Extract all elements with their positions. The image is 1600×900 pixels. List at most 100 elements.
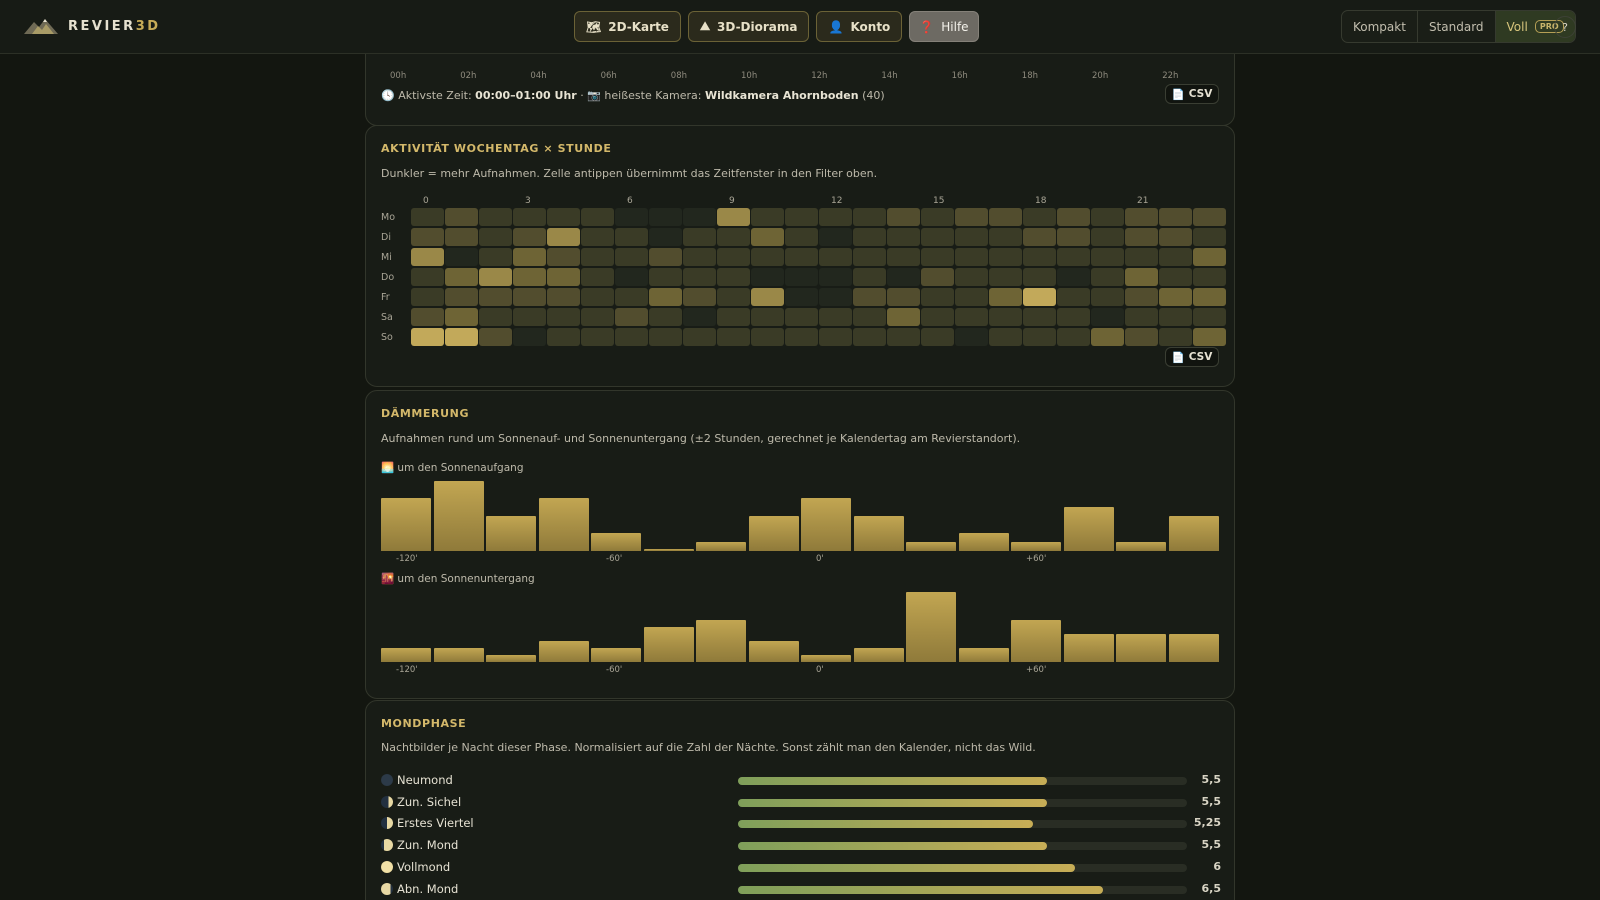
heatmap-cell[interactable] (615, 248, 648, 266)
heatmap-cell[interactable] (581, 308, 614, 326)
heatmap-cell[interactable] (581, 268, 614, 286)
heatmap-cell[interactable] (615, 288, 648, 306)
heatmap-cell[interactable] (955, 288, 988, 306)
hourly-csv-button[interactable]: 📄 CSV (1165, 84, 1219, 104)
heatmap-cell[interactable] (1091, 248, 1124, 266)
heatmap-cell[interactable] (717, 268, 750, 286)
heatmap-cell[interactable] (1023, 228, 1056, 246)
heatmap-cell[interactable] (1193, 228, 1226, 246)
heatmap-cell[interactable] (853, 288, 886, 306)
heatmap-cell[interactable] (513, 288, 546, 306)
heatmap-cell[interactable] (683, 228, 716, 246)
heatmap-cell[interactable] (615, 228, 648, 246)
heatmap-cell[interactable] (853, 248, 886, 266)
heatmap-cell[interactable] (989, 228, 1022, 246)
heatmap-cell[interactable] (615, 208, 648, 226)
heatmap-cell[interactable] (1091, 308, 1124, 326)
heatmap-cell[interactable] (1159, 308, 1192, 326)
heatmap-cell[interactable] (751, 268, 784, 286)
heatmap-cell[interactable] (479, 328, 512, 346)
heatmap-cell[interactable] (1193, 248, 1226, 266)
heatmap-cell[interactable] (547, 228, 580, 246)
heatmap-cell[interactable] (921, 208, 954, 226)
heatmap-cell[interactable] (581, 228, 614, 246)
heatmap-cell[interactable] (1193, 308, 1226, 326)
heatmap-cell[interactable] (819, 328, 852, 346)
heatmap-cell[interactable] (785, 248, 818, 266)
heatmap-cell[interactable] (1023, 308, 1056, 326)
heatmap-cell[interactable] (1091, 288, 1124, 306)
heatmap-cell[interactable] (1193, 288, 1226, 306)
heatmap-cell[interactable] (887, 228, 920, 246)
heatmap-cell[interactable] (1159, 328, 1192, 346)
nav-3d-diorama-button[interactable]: ⛰ 3D-Diorama (687, 11, 810, 42)
heatmap-cell[interactable] (683, 208, 716, 226)
heatmap-cell[interactable] (1057, 228, 1090, 246)
heatmap-cell[interactable] (751, 248, 784, 266)
heatmap-cell[interactable] (819, 228, 852, 246)
nav-help-button[interactable]: ❓ Hilfe (909, 11, 979, 42)
heatmap-cell[interactable] (887, 208, 920, 226)
heatmap-cell[interactable] (1125, 288, 1158, 306)
heatmap-cell[interactable] (649, 248, 682, 266)
heatmap-cell[interactable] (955, 208, 988, 226)
mode-compact-button[interactable]: Kompakt (1342, 11, 1418, 42)
heatmap-cell[interactable] (683, 248, 716, 266)
heatmap-cell[interactable] (513, 308, 546, 326)
heatmap-cell[interactable] (853, 328, 886, 346)
heatmap-cell[interactable] (615, 328, 648, 346)
heatmap-cell[interactable] (1023, 248, 1056, 266)
help-question-button[interactable]: ? (1554, 16, 1576, 38)
heatmap-cell[interactable] (1125, 228, 1158, 246)
heatmap-cell[interactable] (887, 288, 920, 306)
heatmap-cell[interactable] (683, 308, 716, 326)
heatmap-cell[interactable] (819, 268, 852, 286)
heatmap-cell[interactable] (751, 288, 784, 306)
heatmap-cell[interactable] (581, 248, 614, 266)
heatmap-cell[interactable] (513, 228, 546, 246)
heatmap-cell[interactable] (513, 248, 546, 266)
heatmap-cell[interactable] (411, 268, 444, 286)
heatmap-cell[interactable] (581, 328, 614, 346)
heatmap-cell[interactable] (1159, 248, 1192, 266)
heatmap-csv-button[interactable]: 📄 CSV (1165, 347, 1219, 367)
heatmap-cell[interactable] (411, 288, 444, 306)
heatmap-cell[interactable] (887, 268, 920, 286)
heatmap-cell[interactable] (445, 288, 478, 306)
heatmap-cell[interactable] (955, 328, 988, 346)
heatmap-cell[interactable] (1091, 328, 1124, 346)
heatmap-cell[interactable] (785, 328, 818, 346)
heatmap-cell[interactable] (989, 268, 1022, 286)
heatmap-cell[interactable] (649, 288, 682, 306)
heatmap-cell[interactable] (1125, 308, 1158, 326)
heatmap-cell[interactable] (921, 268, 954, 286)
heatmap-cell[interactable] (649, 308, 682, 326)
heatmap-cell[interactable] (649, 268, 682, 286)
heatmap-cell[interactable] (717, 288, 750, 306)
heatmap-cell[interactable] (1193, 208, 1226, 226)
heatmap-cell[interactable] (1125, 268, 1158, 286)
heatmap-cell[interactable] (479, 268, 512, 286)
heatmap-cell[interactable] (1023, 208, 1056, 226)
heatmap-cell[interactable] (547, 308, 580, 326)
heatmap-cell[interactable] (819, 208, 852, 226)
heatmap-cell[interactable] (1023, 288, 1056, 306)
heatmap-cell[interactable] (547, 268, 580, 286)
heatmap-cell[interactable] (751, 308, 784, 326)
heatmap-cell[interactable] (479, 308, 512, 326)
heatmap-cell[interactable] (547, 208, 580, 226)
mode-standard-button[interactable]: Standard (1418, 11, 1496, 42)
heatmap-cell[interactable] (1159, 208, 1192, 226)
heatmap-cell[interactable] (513, 208, 546, 226)
heatmap-cell[interactable] (615, 268, 648, 286)
heatmap-cell[interactable] (921, 328, 954, 346)
heatmap-cell[interactable] (1023, 328, 1056, 346)
heatmap-cell[interactable] (513, 268, 546, 286)
heatmap-cell[interactable] (955, 268, 988, 286)
heatmap-cell[interactable] (479, 228, 512, 246)
heatmap-cell[interactable] (649, 228, 682, 246)
heatmap-cell[interactable] (1159, 228, 1192, 246)
heatmap-cell[interactable] (751, 328, 784, 346)
heatmap-cell[interactable] (1057, 208, 1090, 226)
heatmap-cell[interactable] (411, 328, 444, 346)
